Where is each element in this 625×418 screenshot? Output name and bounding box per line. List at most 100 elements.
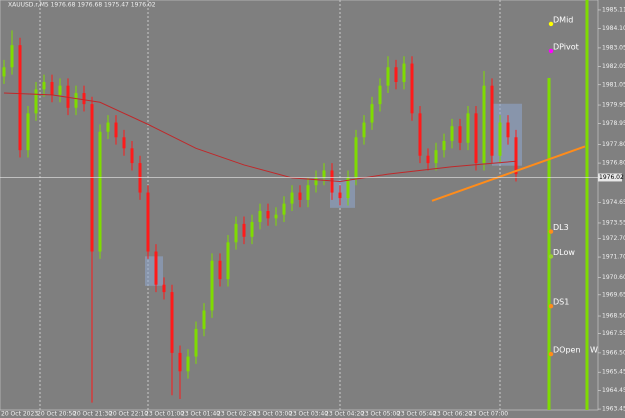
y-tick-label: 1976.80 [602, 160, 625, 167]
candle-body [322, 170, 326, 178]
x-tick-label: 20 Oct 2023 [1, 411, 38, 418]
candle-body [458, 126, 462, 143]
candle-body [202, 310, 206, 329]
candle-body [274, 214, 278, 219]
candle-body [114, 122, 118, 138]
trend-line [431, 145, 586, 202]
candle-body [410, 63, 414, 114]
y-tick-label: 1969.65 [602, 291, 625, 298]
candle-body [42, 82, 46, 90]
candle-body [162, 284, 166, 293]
candle-body [338, 192, 342, 199]
level-dot [548, 21, 554, 27]
y-tick-label: 1978.95 [602, 120, 625, 127]
y-tick-label: 1983.05 [602, 44, 625, 51]
level-dot [548, 254, 554, 259]
x-tick-label: 23 Oct 05:40 [397, 411, 436, 418]
y-tick-label: 1966.50 [602, 349, 625, 356]
candle-body [194, 328, 198, 357]
price-box [598, 173, 622, 182]
candle-body [330, 170, 334, 193]
highlight-zone [145, 256, 163, 286]
candle-body [66, 85, 70, 108]
indicator-bar [547, 78, 551, 410]
candle-body [466, 113, 470, 143]
plot-area [0, 0, 599, 411]
y-tick-label: 1970.60 [602, 274, 625, 281]
candle-body [106, 122, 110, 132]
candle-body [346, 177, 350, 199]
level-label: DL3 [553, 223, 569, 232]
candle-body [146, 192, 150, 252]
candle-body [90, 104, 94, 252]
candle-body [498, 122, 502, 156]
candle-body [34, 89, 38, 114]
highlight-zone [330, 179, 355, 208]
candle-body [170, 292, 174, 353]
candle-body [154, 251, 158, 285]
y-tick-label: 1981.05 [602, 81, 625, 88]
candle-body [18, 45, 22, 151]
candle-body [378, 85, 382, 105]
candle-body [442, 140, 446, 151]
candle-body [234, 223, 238, 243]
candle-body [370, 104, 374, 123]
candle-body [226, 242, 230, 280]
candle-body [258, 210, 262, 223]
candle-body [450, 126, 454, 141]
candle-body [218, 260, 222, 280]
y-tick-label: 1972.70 [602, 235, 625, 242]
candle-body [2, 67, 6, 77]
candle-body [514, 137, 518, 175]
y-tick-label: 1964.45 [602, 387, 625, 394]
candle-body [426, 155, 430, 164]
y-tick-label: 1985.11 [602, 6, 625, 13]
chart-title: XAUUSD.r,M5 1976.68 1976.68 1975.47 1976… [8, 2, 156, 9]
candle-body [394, 67, 398, 82]
candle-body [130, 148, 134, 164]
candle-body [282, 203, 286, 215]
y-tick-label: 1963.45 [602, 406, 625, 413]
candle-body [266, 210, 270, 219]
current-price-label: 1976.02 [599, 174, 624, 181]
candle-body [10, 45, 14, 68]
candle-body [386, 67, 390, 86]
candle-body [418, 113, 422, 156]
moving-average [3, 92, 517, 183]
x-tick-label: 23 Oct 07:00 [469, 411, 508, 418]
y-tick-label: 1973.55 [602, 219, 625, 226]
candle-body [482, 85, 486, 164]
candle-body [210, 260, 214, 311]
level-dot [548, 229, 554, 234]
week-label: W [590, 346, 598, 355]
x-tick-label: 23 Oct 06:20 [433, 411, 472, 418]
candle-body [402, 63, 406, 82]
candle-body [74, 93, 78, 108]
x-tick-label: 23 Oct 02:20 [217, 411, 256, 418]
candle-body [434, 150, 438, 164]
y-tick-label: 1968.50 [602, 313, 625, 320]
y-tick-label: 1967.55 [602, 330, 625, 337]
candle-body [186, 356, 190, 372]
candle-body [178, 352, 182, 372]
x-tick-label: 23 Oct 01:00 [145, 411, 184, 418]
y-tick-label: 1977.80 [602, 141, 625, 148]
level-label: DPivot [553, 42, 579, 51]
candle-body [98, 131, 102, 252]
indicator-bar [585, 0, 589, 410]
x-tick-label: 23 Oct 03:00 [253, 411, 292, 418]
y-tick-label: 1979.95 [602, 102, 625, 109]
x-tick-label: 23 Oct 01:40 [181, 411, 220, 418]
candle-body [506, 122, 510, 138]
candle-body [306, 185, 310, 200]
level-dot [548, 351, 554, 357]
y-tick-label: 1974.65 [602, 199, 625, 206]
candle-body [26, 113, 30, 151]
level-dot [548, 304, 554, 309]
candle-body [82, 93, 86, 105]
candle-body [354, 137, 358, 178]
candle-body [474, 113, 478, 164]
x-tick-label: 20 Oct 21:30 [73, 411, 112, 418]
candle-body [138, 163, 142, 193]
